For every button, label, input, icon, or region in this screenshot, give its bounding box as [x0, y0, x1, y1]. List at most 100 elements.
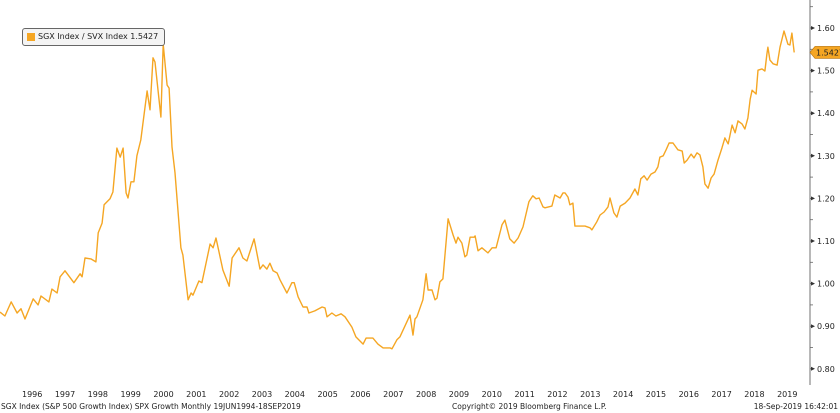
data-point — [232, 257, 233, 258]
x-tick-label: 2004 — [285, 390, 305, 399]
data-point — [448, 218, 449, 219]
data-point — [554, 194, 555, 195]
y-major-tick — [811, 26, 815, 30]
data-point — [383, 347, 384, 348]
data-point — [399, 336, 400, 337]
data-point — [422, 299, 423, 300]
data-point — [174, 172, 175, 173]
data-point — [518, 237, 519, 238]
data-point — [17, 312, 18, 313]
x-tick-label: 2019 — [777, 390, 797, 399]
data-point — [64, 270, 65, 271]
data-point — [140, 139, 141, 140]
last-value-tag-text: 1.5427 — [816, 48, 840, 57]
data-point — [120, 157, 121, 158]
data-point — [229, 286, 230, 287]
data-point — [620, 206, 621, 207]
data-point — [126, 192, 127, 193]
data-point — [604, 211, 605, 212]
data-point — [167, 85, 168, 86]
x-tick-label: 1996 — [22, 390, 42, 399]
data-point — [355, 336, 356, 337]
data-point — [504, 220, 505, 221]
data-point — [457, 237, 458, 238]
data-point — [466, 255, 467, 256]
data-point — [528, 201, 529, 202]
data-point — [210, 243, 211, 244]
data-point — [744, 128, 745, 129]
data-point — [532, 195, 533, 196]
data-point — [414, 318, 415, 319]
data-point — [682, 151, 683, 152]
data-point — [584, 226, 585, 227]
data-point — [693, 157, 694, 158]
data-point — [341, 313, 342, 314]
data-point — [80, 273, 81, 274]
data-point — [254, 238, 255, 239]
data-point — [213, 247, 214, 248]
data-point — [789, 44, 790, 45]
data-point — [735, 132, 736, 133]
data-point — [391, 348, 392, 349]
data-point — [123, 148, 124, 149]
data-point — [434, 299, 435, 300]
y-tick-label: 1.60 — [817, 24, 835, 33]
data-point — [57, 292, 58, 293]
data-point — [737, 120, 738, 121]
data-point — [455, 243, 456, 244]
data-point — [51, 289, 52, 290]
data-point — [596, 221, 597, 222]
data-point — [756, 93, 757, 94]
data-point — [481, 247, 482, 248]
x-tick-label: 1999 — [120, 390, 140, 399]
x-axis: 1996 1997 1998 1999 2000 2001 2002 2003 2004 2005… — [22, 390, 797, 399]
x-tick-label: 2014 — [613, 390, 633, 399]
data-point — [509, 238, 510, 239]
data-point — [160, 116, 161, 117]
data-point — [389, 347, 390, 348]
data-point — [779, 47, 780, 48]
data-point — [773, 63, 774, 64]
data-point — [273, 270, 274, 271]
data-point — [609, 197, 610, 198]
data-point — [492, 247, 493, 248]
data-point — [188, 299, 189, 300]
y-major-tick — [811, 281, 815, 286]
data-point — [696, 152, 697, 153]
data-point — [11, 301, 12, 302]
data-point — [38, 304, 39, 305]
data-point — [711, 177, 712, 178]
data-point — [766, 53, 767, 54]
x-tick-label: 2017 — [711, 390, 731, 399]
y-major-tick — [811, 324, 815, 329]
x-tick-label: 2007 — [383, 390, 403, 399]
data-point — [306, 306, 307, 307]
data-point — [130, 181, 131, 182]
data-point — [416, 316, 417, 317]
x-tick-label: 2012 — [547, 390, 567, 399]
data-point — [629, 197, 630, 198]
data-point — [277, 272, 278, 273]
data-point — [102, 223, 103, 224]
legend: SGX Index / SVX Index 1.5427 — [22, 28, 166, 46]
footer-copyright: Copyright© 2019 Bloomberg Finance L.P. — [452, 402, 607, 411]
data-point — [308, 312, 309, 313]
data-point — [302, 306, 303, 307]
data-point — [238, 247, 239, 248]
data-point — [412, 335, 413, 336]
x-tick-label: 2016 — [679, 390, 699, 399]
y-tick-label: 0.80 — [817, 365, 835, 374]
data-point — [564, 192, 565, 193]
data-point — [4, 315, 5, 316]
data-point — [90, 258, 91, 259]
data-point — [569, 204, 570, 205]
x-tick-label: 2002 — [219, 390, 239, 399]
data-point — [426, 273, 427, 274]
data-point — [464, 256, 465, 257]
data-point — [666, 149, 667, 150]
data-point — [724, 137, 725, 138]
data-point — [691, 154, 692, 155]
data-point — [767, 47, 768, 48]
data-point — [708, 188, 709, 189]
